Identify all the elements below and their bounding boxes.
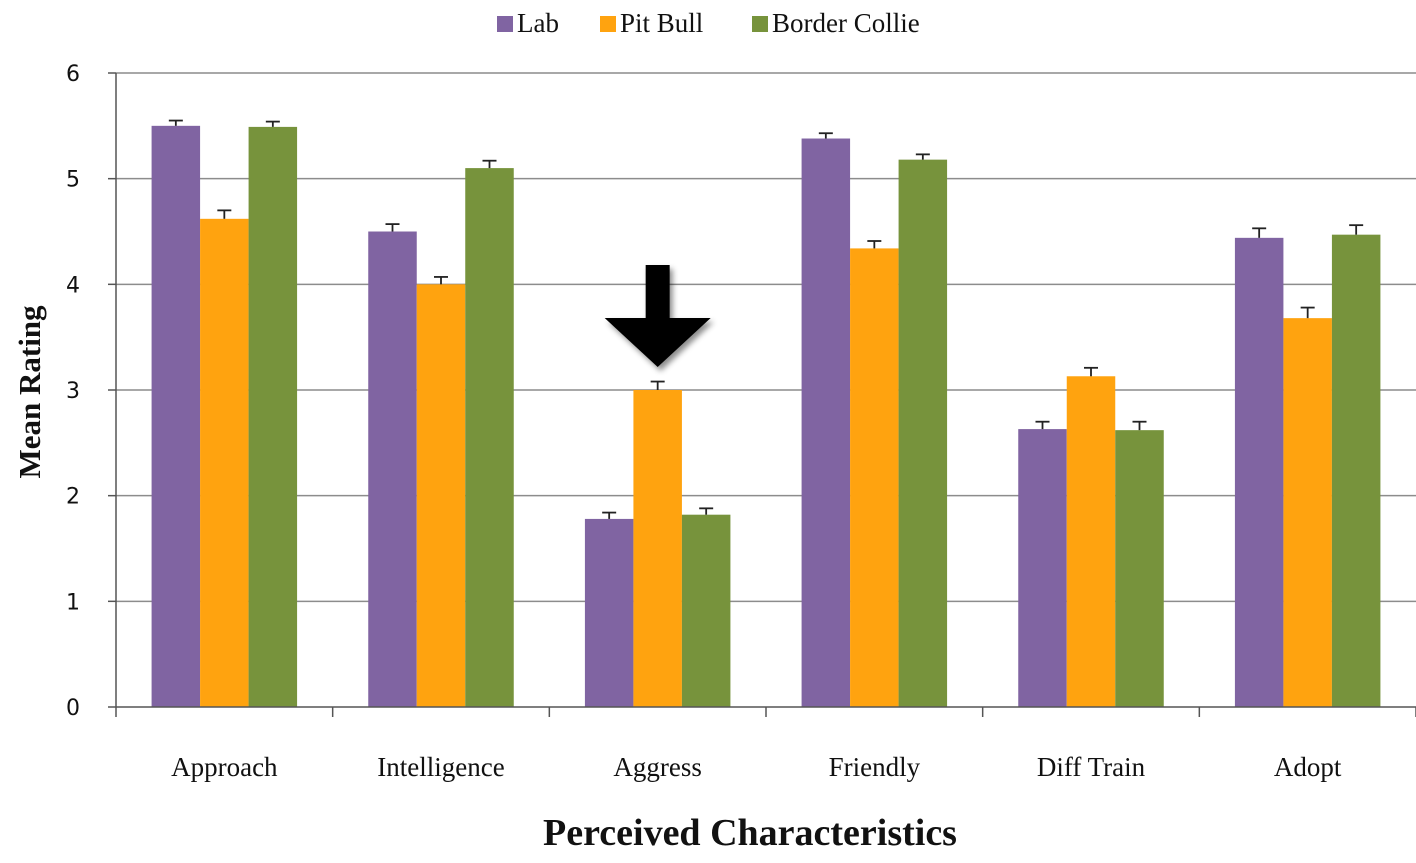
bar-lab-friendly	[801, 138, 851, 708]
bar-border-collie-adopt	[1331, 234, 1381, 708]
y-tick-label: 0	[66, 696, 80, 721]
error-bar	[1349, 224, 1364, 235]
x-axis-title: Perceived Characteristics	[543, 812, 957, 854]
error-bar	[699, 507, 714, 515]
annotation-arrow	[604, 265, 711, 367]
error-bar	[385, 223, 400, 232]
legend-label: Pit Bull	[620, 8, 703, 38]
error-bar	[168, 119, 183, 126]
y-tick-label: 4	[66, 273, 80, 298]
bar-border-collie-approach	[248, 126, 298, 707]
bar-lab-diff-train	[1018, 429, 1067, 707]
y-tick-label: 6	[66, 62, 80, 87]
x-tick-label: Aggress	[613, 752, 702, 782]
error-bar	[867, 240, 882, 249]
x-tick-label: Intelligence	[377, 752, 504, 782]
bar-lab-approach	[151, 125, 201, 708]
error-bar	[434, 276, 448, 285]
legend: Lab Pit Bull Border Collie	[497, 8, 920, 38]
bar-pit-bull-friendly	[850, 248, 899, 707]
x-tick-label: Diff Train	[1037, 752, 1146, 782]
y-tick-label: 2	[66, 485, 80, 510]
bar-pit-bull-approach	[200, 218, 249, 707]
error-bar	[650, 380, 665, 390]
bar-border-collie-friendly	[898, 159, 948, 707]
bar-pit-bull-diff-train	[1066, 376, 1116, 707]
error-bar	[1252, 227, 1267, 238]
error-bar	[217, 209, 232, 219]
legend-item: Lab	[497, 8, 559, 38]
error-bar	[265, 120, 280, 127]
error-bars	[168, 119, 1364, 519]
error-bar	[915, 153, 930, 160]
bar-border-collie-aggress	[681, 514, 731, 707]
x-tick-label: Friendly	[829, 752, 921, 782]
error-bar	[1084, 366, 1098, 377]
bar-border-collie-diff-train	[1115, 430, 1164, 707]
y-axis-title: Mean Rating	[12, 305, 47, 479]
error-bar	[1035, 420, 1050, 430]
axes: 0 1 2 3 4 5 6 Approach Intelligence Aggress Friend…	[66, 62, 1416, 782]
y-tick-label: 3	[66, 379, 80, 404]
bar-lab-aggress	[584, 518, 634, 707]
legend-swatch	[497, 16, 513, 32]
legend-label: Lab	[517, 8, 559, 38]
y-tick-label: 1	[66, 590, 80, 615]
y-tick-label: 5	[66, 168, 80, 193]
legend-label: Border Collie	[772, 8, 920, 38]
bar-pit-bull-adopt	[1283, 318, 1332, 707]
legend-swatch	[752, 16, 768, 32]
gridlines	[116, 72, 1416, 603]
x-tick-label: Adopt	[1274, 752, 1342, 782]
down-arrow-icon	[604, 265, 711, 367]
bar-lab-intelligence	[368, 231, 417, 707]
error-bar	[1300, 306, 1315, 319]
bar-pit-bull-intelligence	[416, 284, 466, 707]
error-bar	[1132, 420, 1147, 431]
bar-border-collie-intelligence	[465, 168, 514, 708]
legend-item: Border Collie	[752, 8, 920, 38]
error-bar	[482, 159, 497, 169]
x-tick-label: Approach	[171, 752, 278, 782]
error-bar	[818, 132, 833, 139]
legend-item: Pit Bull	[600, 8, 703, 38]
legend-swatch	[600, 16, 616, 32]
bar-pit-bull-aggress	[633, 390, 682, 707]
bar-lab-adopt	[1234, 237, 1284, 707]
error-bar	[602, 511, 617, 519]
bars	[151, 125, 1381, 708]
